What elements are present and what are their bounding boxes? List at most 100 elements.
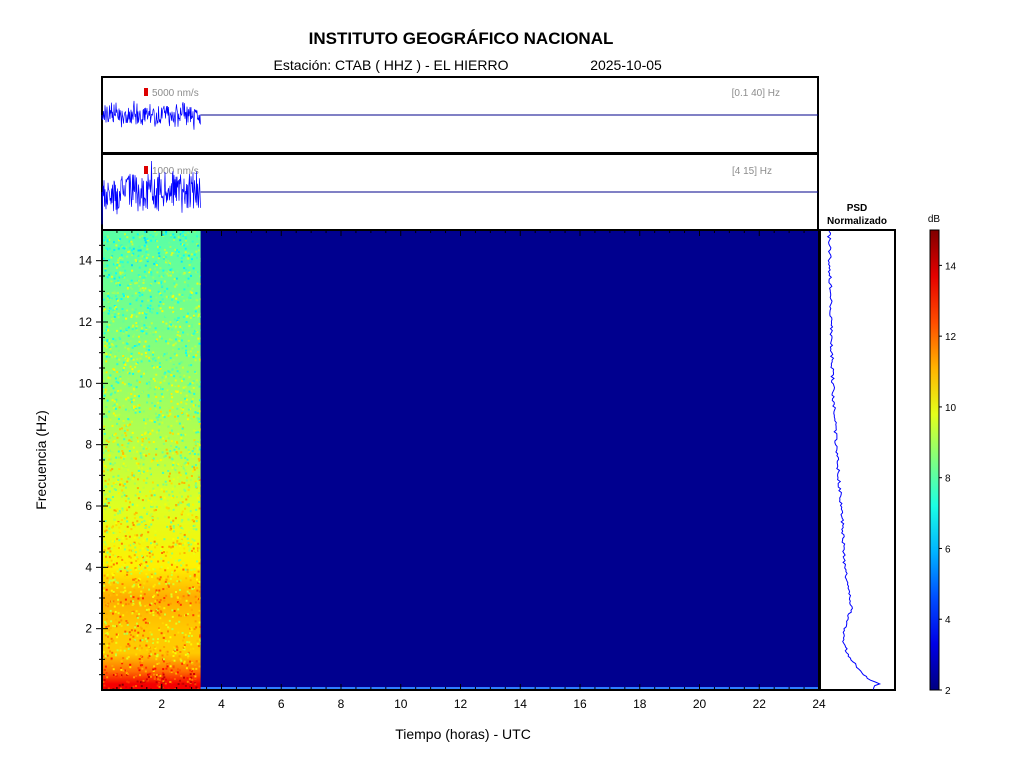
spectrogram-cell — [117, 522, 120, 525]
spectrogram-cell — [114, 509, 117, 512]
spectrogram-cell — [178, 471, 181, 474]
spectrogram-cell — [175, 446, 178, 448]
spectrogram-cell — [111, 485, 114, 488]
spectrogram-cell — [104, 388, 107, 391]
spectrogram-cell — [178, 655, 181, 658]
date-label: 2025-10-05 — [590, 57, 662, 73]
spectrogram-cell — [192, 547, 195, 550]
spectrogram-cell — [136, 647, 139, 650]
spectrogram-cell — [196, 243, 199, 246]
spectrogram-cell — [108, 490, 111, 493]
spectrogram-cell — [180, 539, 183, 542]
spectrogram-cell — [128, 506, 131, 509]
spectrogram-cell — [182, 408, 185, 411]
spectrogram-cell — [170, 323, 173, 326]
spectrogram-cell — [143, 324, 146, 327]
spectrogram-cell — [139, 256, 142, 259]
spectrogram-cell — [177, 236, 180, 239]
spectrogram-cell — [112, 482, 115, 485]
spectrogram-cell — [147, 388, 150, 391]
spectrogram-cell — [160, 549, 162, 552]
spectrogram-cell — [182, 595, 185, 598]
spectrogram-cell — [199, 638, 201, 641]
spectrogram-cell — [188, 271, 191, 274]
spectrogram-cell — [103, 239, 106, 242]
spectrogram-cell — [114, 481, 117, 484]
spectrogram-cell — [197, 305, 200, 308]
spectrogram-cell — [181, 439, 184, 442]
spectrogram-cell — [189, 547, 192, 550]
spectrogram-cell — [118, 539, 121, 542]
spectrogram-cell — [200, 312, 201, 315]
spectrogram-cell — [165, 255, 168, 258]
spectrogram-cell — [128, 555, 131, 558]
spectrogram-cell — [126, 569, 129, 572]
spectrogram-cell — [126, 328, 129, 331]
spectrogram-cell — [148, 453, 151, 456]
spectrogram-cell — [124, 432, 127, 434]
spectrogram-cell — [177, 668, 179, 671]
spectrogram-cell — [108, 581, 111, 584]
spectrogram-cell — [144, 432, 147, 435]
spectrogram-cell — [125, 461, 128, 464]
spectrogram-cell — [112, 440, 115, 443]
spectrogram-cell — [144, 264, 147, 267]
spectrogram-cell — [145, 328, 148, 331]
spectrogram-cell — [194, 664, 197, 666]
spectrogram-cell — [179, 307, 182, 310]
spectrogram-cell — [166, 653, 169, 656]
spectrogram-cell — [105, 355, 108, 358]
spectrogram-cell — [170, 445, 173, 447]
spectrogram-cell — [187, 232, 190, 234]
spectrogram-cell — [145, 561, 148, 564]
spectrogram-cell — [141, 440, 144, 443]
x-tick-label: 2 — [158, 697, 165, 711]
spectrogram-cell — [191, 398, 194, 400]
spectrogram-cell — [138, 343, 141, 346]
spectrogram-cell — [141, 664, 144, 667]
spectrogram-cell — [159, 251, 162, 254]
spectrogram-cell — [173, 311, 176, 314]
spectrogram-cell — [176, 541, 179, 544]
spectrogram-cell — [174, 325, 177, 328]
spectrogram-cell — [157, 664, 160, 667]
spectrogram-cell — [179, 552, 181, 555]
spectrogram-empty-region — [102, 230, 819, 690]
spectrogram-cell — [149, 304, 152, 307]
spectrogram-cell — [139, 661, 142, 664]
x-tick-label: 10 — [394, 697, 408, 711]
spectrogram-cell — [155, 542, 158, 545]
spectrogram-cell — [163, 599, 166, 602]
spectrogram-cell — [165, 623, 168, 626]
spectrogram-cell — [126, 445, 129, 448]
spectrogram-cell — [171, 396, 174, 399]
spectrogram-cell — [119, 443, 122, 446]
spectrogram-cell — [187, 635, 190, 638]
spectrogram-cell — [140, 590, 143, 593]
spectrogram-cell — [185, 586, 188, 589]
spectrogram-cell — [151, 640, 154, 643]
spectrogram-cell — [139, 578, 142, 581]
spectrogram-cell — [156, 517, 159, 520]
spectrogram-cell — [186, 458, 189, 461]
spectrogram-cell — [129, 365, 132, 368]
spectrogram-cell — [179, 658, 182, 661]
spectrogram-cell — [187, 656, 189, 659]
spectrogram-cell — [159, 406, 161, 409]
spectrogram-cell — [108, 247, 111, 250]
spectrogram-cell — [149, 650, 152, 653]
spectrogram-cell — [168, 493, 171, 496]
spectrogram-cell — [112, 412, 115, 415]
spectrogram-cell — [191, 678, 194, 681]
spectrogram-cell — [121, 308, 124, 310]
spectrogram-cell — [138, 523, 141, 526]
spectrogram-cell — [173, 649, 176, 652]
spectrogram-cell — [158, 246, 161, 249]
spectrogram-cell — [156, 611, 159, 614]
spectrogram-cell — [176, 580, 179, 583]
spectrogram-cell — [134, 578, 137, 581]
spectrogram-cell — [139, 614, 142, 617]
spectrogram-cell — [176, 671, 179, 674]
spectrogram-cell — [131, 294, 134, 297]
spectrogram-cell — [189, 298, 192, 301]
